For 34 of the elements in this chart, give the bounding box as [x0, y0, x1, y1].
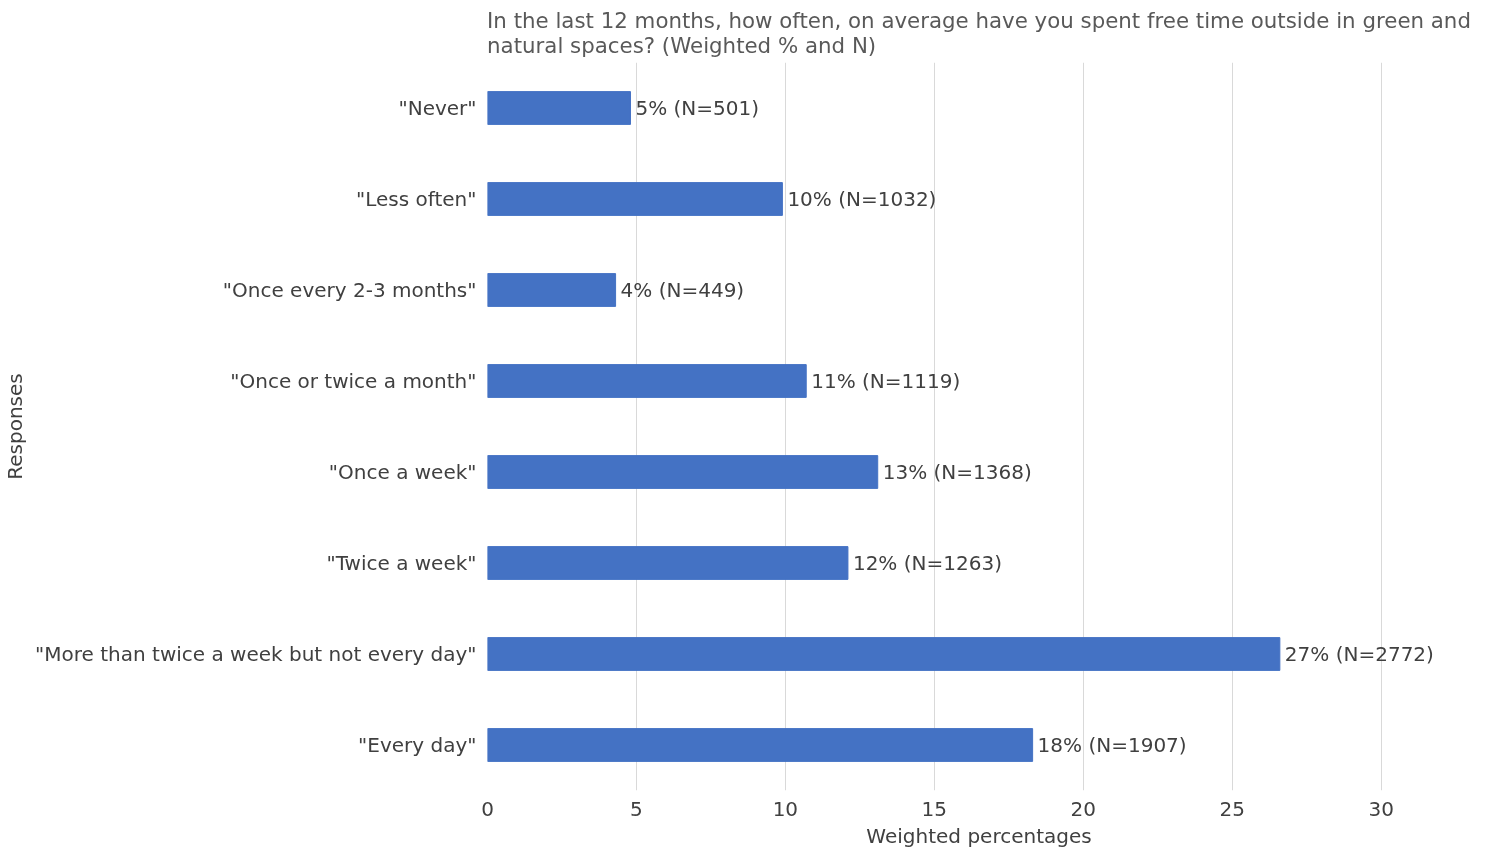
x-tick-label: 30 — [1368, 796, 1394, 821]
data-label: 12% (N=1263) — [852, 551, 1002, 575]
data-label: 11% (N=1119) — [811, 369, 961, 393]
x-tick-label: 0 — [481, 796, 494, 821]
data-label: 13% (N=1368) — [882, 460, 1032, 484]
x-tick-label: 10 — [772, 796, 799, 821]
bar — [487, 273, 617, 307]
x-tick-label: 15 — [921, 796, 948, 821]
y-tick-label: "More than twice a week but not every day" — [35, 642, 477, 666]
y-axis-title: Responses — [3, 373, 28, 480]
data-label: 10% (N=1032) — [787, 187, 937, 211]
bar — [487, 637, 1281, 671]
bar — [487, 91, 631, 125]
bar — [487, 364, 807, 398]
y-tick-label: "Less often" — [356, 187, 477, 211]
data-label: 5% (N=501) — [635, 96, 760, 120]
x-axis-title: Weighted percentages — [866, 823, 1092, 848]
bar — [487, 182, 783, 216]
y-tick-label: "Every day" — [358, 733, 477, 757]
bar — [487, 546, 849, 580]
data-label: 18% (N=1907) — [1037, 733, 1187, 757]
y-tick-label: "Never" — [398, 96, 477, 120]
x-tick-label: 20 — [1070, 796, 1096, 821]
y-tick-label: "Twice a week" — [326, 551, 477, 575]
bar — [487, 728, 1034, 762]
chart-title: In the last 12 months, how often, on average have you spent free time outside in green and natural spaces? (Weighted % and N) — [487, 7, 1471, 58]
bar — [487, 455, 879, 489]
data-label: 27% (N=2772) — [1284, 642, 1434, 666]
data-label: 4% (N=449) — [620, 278, 745, 302]
y-tick-label: "Once every 2-3 months" — [222, 278, 477, 302]
y-tick-label: "Once a week" — [328, 460, 477, 484]
x-tick-label: 5 — [630, 796, 643, 821]
y-tick-label: "Once or twice a month" — [230, 369, 477, 393]
x-tick-label: 25 — [1219, 796, 1245, 821]
